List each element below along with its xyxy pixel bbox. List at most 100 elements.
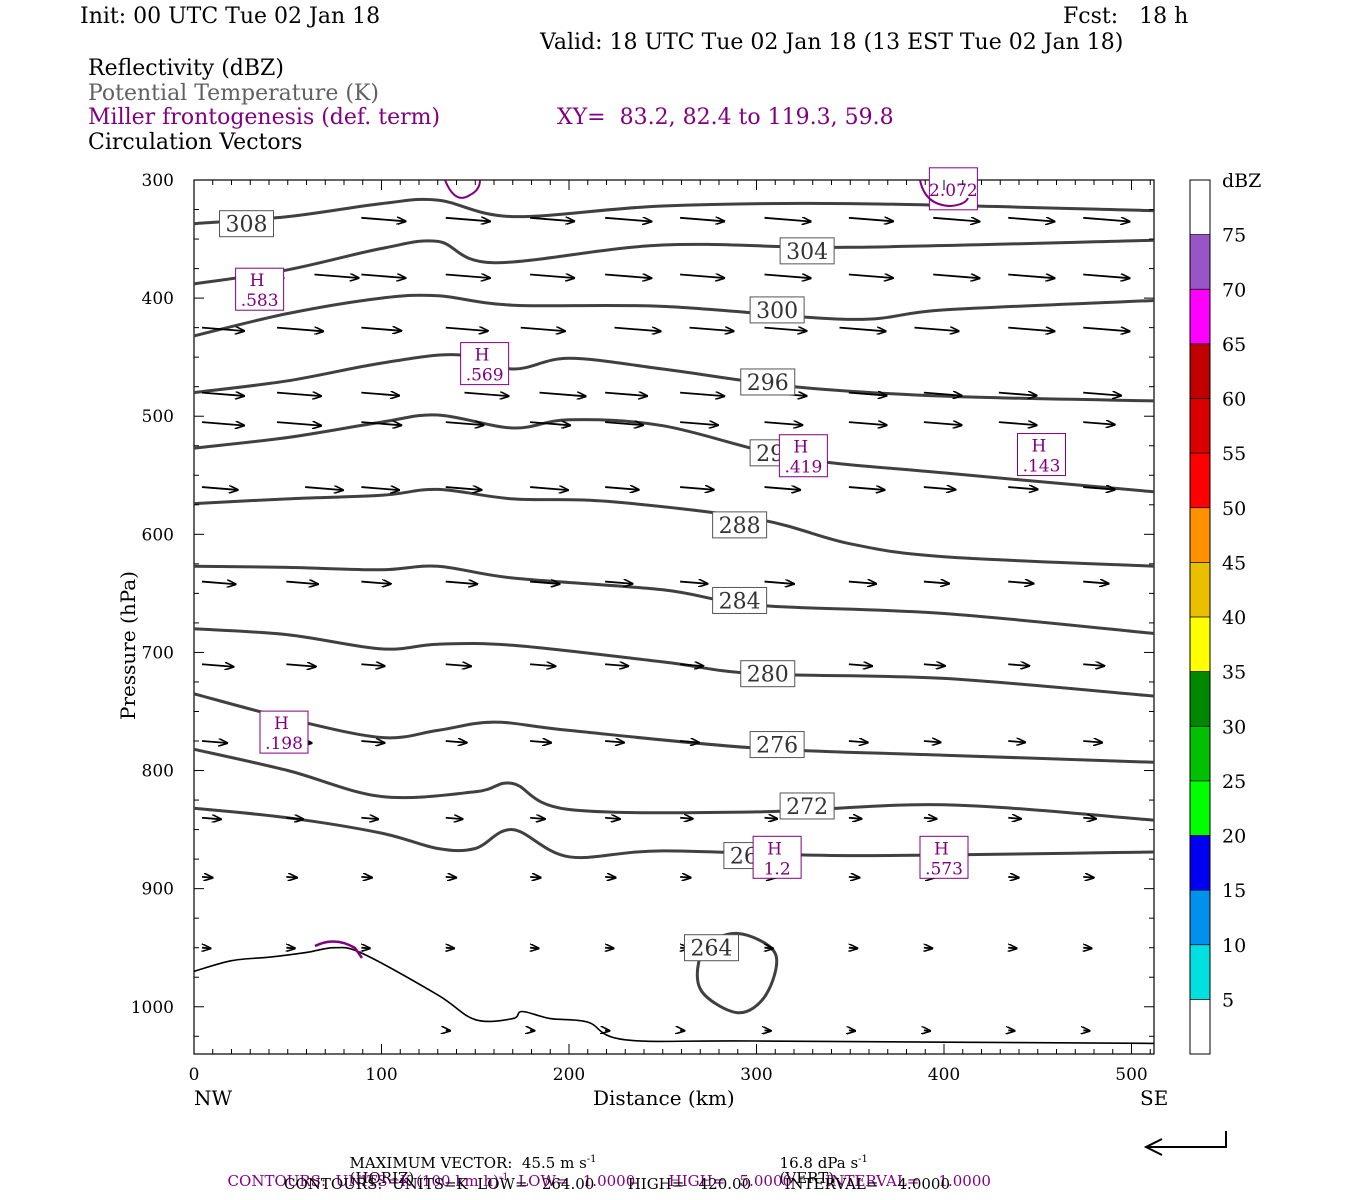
cross-section-endpoints: XY= 83.2, 82.4 to 119.3, 59.8 xyxy=(557,105,894,130)
frontogenesis-max: H1.2 xyxy=(752,835,802,879)
circulation-vector xyxy=(1083,1030,1089,1031)
theta-label-308: 308 xyxy=(219,210,274,238)
circulation-vector xyxy=(680,877,691,878)
theta-contour-276 xyxy=(193,692,1155,764)
frontogenesis-box xyxy=(778,434,828,478)
max-vector-value: MAXIMUM VECTOR: 45.5 m s xyxy=(349,1154,587,1172)
max-vector-horiz-label: (HORIZ) xyxy=(349,1169,415,1187)
circulation-vector xyxy=(680,218,724,222)
frontogenesis-value: .143 xyxy=(1023,457,1061,477)
circulation-vector xyxy=(764,818,778,819)
circulation-vector xyxy=(605,274,651,278)
max-vector-vert-sup: -1 xyxy=(858,1154,868,1165)
theta-contour-288 xyxy=(193,487,1155,568)
circulation-vector xyxy=(276,422,321,426)
colorbar-segment xyxy=(1190,780,1210,836)
theta-label-text: 264 xyxy=(691,937,733,962)
theta-label-text: 284 xyxy=(719,589,761,614)
theta-label-text: 296 xyxy=(747,371,789,396)
circulation-vector xyxy=(848,393,887,396)
circulation-vector xyxy=(361,877,372,878)
circulation-vector xyxy=(764,218,811,222)
circulation-vector xyxy=(286,948,294,949)
field-circulation-vectors: Circulation Vectors xyxy=(88,130,303,155)
circulation-vector xyxy=(446,948,454,949)
frontogenesis-h-label: H xyxy=(475,346,490,366)
x-axis-title: Distance (km) xyxy=(593,1086,735,1110)
circulation-vector xyxy=(314,274,359,278)
circulation-vector xyxy=(445,218,490,222)
theta-label-box xyxy=(749,731,805,759)
circulation-vector xyxy=(1083,328,1129,332)
field-reflectivity: Reflectivity (dBZ) xyxy=(88,56,284,81)
x-tick-label: 200 xyxy=(553,1065,585,1085)
circulation-vector xyxy=(445,877,457,878)
frontogenesis-max: H.198 xyxy=(259,710,309,754)
circulation-vector xyxy=(765,1030,771,1031)
circulation-vector xyxy=(305,487,343,490)
circulation-vector xyxy=(764,487,801,490)
colorbar-label: 55 xyxy=(1222,443,1246,465)
colorbar-segment xyxy=(1190,890,1210,945)
circulation-vector xyxy=(1083,393,1121,396)
circulation-vector xyxy=(445,664,471,666)
frontogenesis-max: H.569 xyxy=(460,342,510,386)
colorbar-segment xyxy=(1190,999,1210,1054)
max-vector-sup: -1 xyxy=(586,1154,597,1165)
theta-label-text: 300 xyxy=(756,299,798,324)
circulation-vector xyxy=(276,393,321,397)
circulation-vector xyxy=(445,818,463,819)
theta-label-264: 264 xyxy=(684,934,739,962)
circulation-vector xyxy=(998,422,1037,425)
circulation-vector xyxy=(1083,818,1096,819)
colorbar-label: 50 xyxy=(1222,498,1246,520)
init-time: Init: 00 UTC Tue 02 Jan 18 xyxy=(80,4,381,29)
colorbar-label: 70 xyxy=(1222,279,1246,301)
colorbar-label: 60 xyxy=(1222,389,1246,411)
theta-label-272: 272 xyxy=(779,792,835,820)
circulation-vector xyxy=(1083,422,1115,425)
y-tick-label: 900 xyxy=(142,880,174,900)
circulation-vector xyxy=(1083,274,1129,278)
circulation-vector xyxy=(464,393,509,397)
circulation-vector xyxy=(924,948,932,949)
colorbar-segment xyxy=(1190,343,1210,399)
circulation-vector xyxy=(520,328,565,332)
circulation-vector xyxy=(605,877,616,878)
circulation-vector xyxy=(445,328,488,331)
circulation-vector xyxy=(848,487,885,490)
circulation-vector xyxy=(848,877,860,878)
circulation-vector xyxy=(201,393,244,396)
circulation-vector xyxy=(848,422,887,425)
circulation-vector xyxy=(361,664,384,666)
theta-contour-296 xyxy=(193,353,1155,403)
circulation-vector xyxy=(923,487,956,490)
circulation-vector xyxy=(1008,948,1016,949)
circulation-vector xyxy=(1083,218,1129,222)
circulation-vector xyxy=(923,664,945,666)
colorbar-segment xyxy=(1190,562,1210,617)
circulation-vector xyxy=(530,877,541,878)
terrain-surface-line xyxy=(193,946,1155,1045)
frontogenesis-box xyxy=(752,835,802,879)
y-tick-label: 500 xyxy=(142,407,174,427)
circulation-vector xyxy=(530,664,555,666)
theta-label-box xyxy=(749,296,805,324)
colorbar-unit: dBZ xyxy=(1222,170,1261,192)
contours-frontogenesis-info: CONTOURS: UNITS=K (100 km h)-1 LOW= 1.00… xyxy=(218,1158,991,1189)
circulation-vector xyxy=(286,664,315,666)
theta-label-box xyxy=(779,237,835,265)
colorbar-segment xyxy=(1190,289,1210,344)
frontogenesis-box xyxy=(460,342,510,386)
circulation-vector xyxy=(201,818,221,820)
y-tick-label: 800 xyxy=(142,762,174,782)
circulation-vector xyxy=(286,582,318,585)
theta-label-276: 276 xyxy=(749,731,805,759)
theta-contour-308 xyxy=(193,197,1155,226)
circulation-vector xyxy=(998,393,1037,396)
circulation-vector xyxy=(361,422,401,425)
colorbar-segment xyxy=(1190,398,1210,454)
circulation-vector xyxy=(605,741,624,743)
circulation-vector xyxy=(201,664,234,667)
x-axis-left-end: NW xyxy=(194,1086,233,1110)
